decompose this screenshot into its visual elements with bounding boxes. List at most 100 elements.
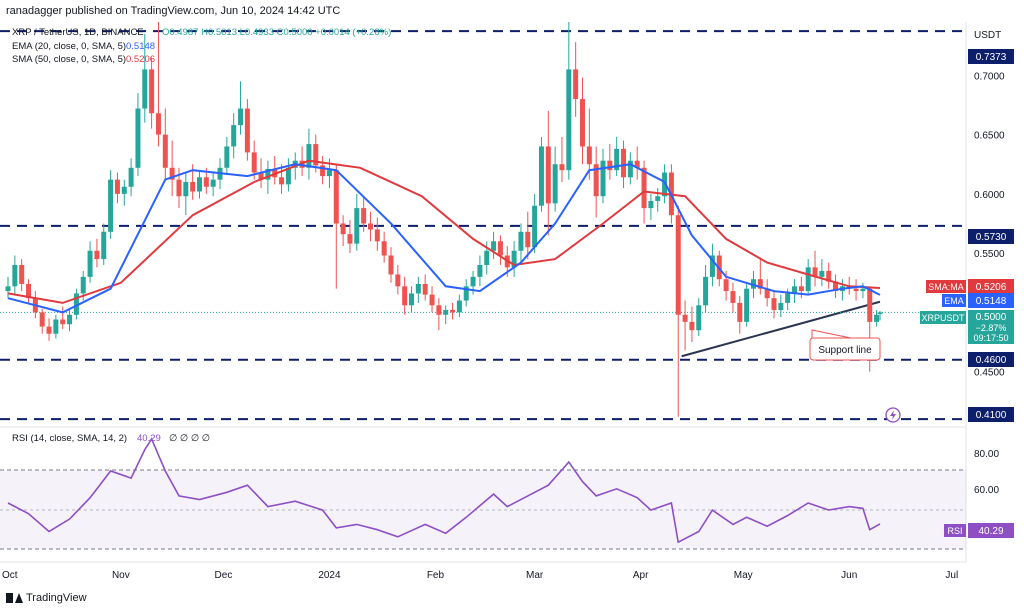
candle xyxy=(559,136,565,183)
candle xyxy=(238,81,244,135)
candle-body xyxy=(860,288,866,292)
footer-brand: TradingView xyxy=(26,592,87,604)
candle xyxy=(655,187,661,212)
candle xyxy=(183,172,189,216)
time-tick-label: Apr xyxy=(633,570,649,581)
candle xyxy=(196,170,202,199)
candle-body xyxy=(94,250,100,260)
candle-body xyxy=(730,291,736,303)
candle-body xyxy=(367,223,373,230)
candle-body xyxy=(497,241,503,256)
candle xyxy=(607,144,613,180)
candle-body xyxy=(388,255,394,275)
candle xyxy=(538,136,544,212)
badge-sma: SMA:MA 0.5206 xyxy=(926,279,1014,294)
candle-body xyxy=(675,215,681,315)
candle xyxy=(689,306,695,343)
candle-body xyxy=(607,160,613,171)
candle-body xyxy=(511,250,517,268)
candle xyxy=(231,113,237,159)
candle xyxy=(497,235,503,265)
rsi-tick-label: 80.00 xyxy=(974,449,999,460)
candle xyxy=(737,295,743,334)
candle xyxy=(244,99,250,161)
candle xyxy=(757,259,763,295)
price-tick-label: 0.6000 xyxy=(974,190,1005,201)
candle-body xyxy=(183,182,189,197)
ema20-line xyxy=(7,163,881,314)
candle-body xyxy=(429,294,435,306)
candle xyxy=(142,33,148,123)
candle xyxy=(128,158,134,197)
candle xyxy=(306,128,312,180)
candle-body xyxy=(552,164,558,204)
time-tick-label: Dec xyxy=(215,570,233,581)
candle-body xyxy=(251,152,257,173)
candle-body xyxy=(737,302,743,322)
svg-text:0.7373: 0.7373 xyxy=(976,52,1007,63)
candle xyxy=(415,276,421,303)
candle-body xyxy=(53,319,59,334)
alert-lightning-icon[interactable] xyxy=(885,407,901,423)
candle-body xyxy=(641,167,647,209)
candle-body xyxy=(101,231,107,260)
candle xyxy=(285,158,291,192)
candle-body xyxy=(867,288,873,322)
badge-rsi: RSI 40.29 xyxy=(944,523,1014,538)
price-tick-label: 0.5500 xyxy=(974,249,1005,260)
candle-body xyxy=(265,168,271,180)
candle-body xyxy=(326,170,332,177)
candle-body xyxy=(771,298,777,311)
time-tick-label: Nov xyxy=(112,570,130,581)
candle-body xyxy=(279,177,285,185)
candle xyxy=(149,57,155,129)
candle-body xyxy=(60,319,66,325)
svg-text:09:17:50: 09:17:50 xyxy=(973,333,1008,343)
candle-body xyxy=(600,160,606,197)
candle-body xyxy=(709,255,715,277)
time-tick-label: Feb xyxy=(427,570,445,581)
candle xyxy=(805,259,811,295)
time-tick-label: Jul xyxy=(945,570,958,581)
candle-body xyxy=(176,179,182,197)
candle xyxy=(26,279,32,303)
candle xyxy=(436,298,442,331)
candle-body xyxy=(12,264,18,287)
candle-body xyxy=(142,69,148,109)
svg-text:0.5730: 0.5730 xyxy=(976,232,1007,243)
candle xyxy=(634,146,640,180)
candle-body xyxy=(518,231,524,251)
candle-body xyxy=(190,182,196,192)
candle-body xyxy=(347,234,353,244)
candle xyxy=(450,302,456,320)
candle-body xyxy=(627,160,633,178)
candle-body xyxy=(114,179,120,194)
svg-text:0.5000: 0.5000 xyxy=(976,312,1007,323)
candle xyxy=(361,196,367,232)
time-tick-label: Jun xyxy=(841,570,857,581)
svg-text:−2.87%: −2.87% xyxy=(976,323,1007,333)
candle-body xyxy=(853,288,859,292)
candle xyxy=(409,286,415,313)
candle xyxy=(764,279,770,307)
legend-rsi-label: RSI (14, close, SMA, 14, 2) xyxy=(12,433,127,444)
candle xyxy=(367,211,373,242)
candle-body xyxy=(744,288,750,322)
svg-text:EMA: EMA xyxy=(944,296,964,306)
candle xyxy=(532,193,538,254)
candle-body xyxy=(80,276,86,294)
candle xyxy=(709,243,715,287)
badge-level-5730: 0.5730 xyxy=(968,229,1014,244)
candle-body xyxy=(135,108,141,168)
candle-body xyxy=(614,148,620,171)
candle xyxy=(463,279,469,307)
legend-symbol: XRP / TetherUS, 1D, BINANCE xyxy=(12,27,144,38)
candle-body xyxy=(169,167,175,180)
candle xyxy=(877,310,883,321)
candle xyxy=(67,310,73,332)
candle xyxy=(108,170,114,239)
tradingview-logo-icon xyxy=(6,593,23,603)
support-annotation[interactable]: Support line xyxy=(809,329,881,361)
candle-body xyxy=(210,179,216,187)
